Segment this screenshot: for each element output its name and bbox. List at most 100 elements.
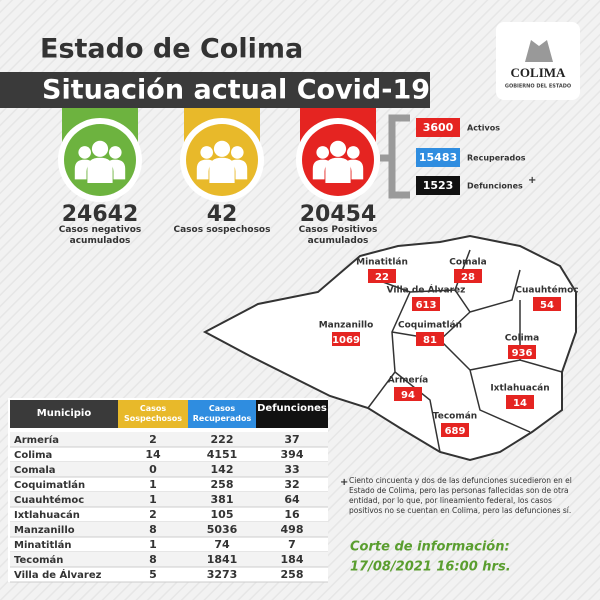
map-value: 936 bbox=[512, 348, 533, 359]
table-row-bg bbox=[10, 492, 328, 507]
table-cell: 184 bbox=[281, 553, 304, 566]
table-cell: 258 bbox=[211, 478, 234, 491]
footnote: Ciento cincuenta y dos de las defuncione… bbox=[349, 476, 572, 515]
map-value: 689 bbox=[445, 426, 466, 437]
breakdown-box bbox=[416, 118, 460, 137]
cutoff-label: Corte de información: bbox=[350, 540, 510, 555]
map-name: Armería bbox=[388, 376, 428, 386]
indicator-label: Casos negativos acumulados bbox=[58, 225, 142, 246]
title: Estado de Colima bbox=[40, 34, 303, 65]
table-cell: 394 bbox=[281, 448, 304, 461]
breakdown-value: 15483 bbox=[419, 151, 457, 164]
cutoff-datetime: 17/08/2021 16:00 hrs. bbox=[350, 560, 511, 575]
subtitle: Situación actual Covid-19 bbox=[42, 75, 430, 106]
table-cell: 1 bbox=[149, 478, 157, 491]
table-cell: 142 bbox=[211, 463, 234, 476]
breakdown-mark: + bbox=[528, 175, 536, 186]
map-value-box bbox=[441, 423, 469, 437]
table-header-cell bbox=[10, 400, 118, 428]
map-value: 54 bbox=[540, 300, 554, 311]
breakdown-value: 1523 bbox=[423, 179, 454, 192]
table-cell: 14 bbox=[145, 448, 161, 461]
map-value-box bbox=[412, 297, 440, 311]
bracket bbox=[380, 114, 410, 199]
map-value-box bbox=[394, 387, 422, 401]
table-cell: 3273 bbox=[207, 568, 238, 581]
map-name: Manzanillo bbox=[319, 321, 374, 331]
map-name: Comala bbox=[449, 258, 486, 268]
table-cell: 8 bbox=[149, 553, 157, 566]
table-cell: 222 bbox=[211, 433, 234, 446]
map-name: Tecomán bbox=[433, 412, 477, 422]
table-cell: 381 bbox=[211, 493, 234, 506]
map-name: Villa de Álvarez bbox=[387, 284, 466, 296]
people-icon bbox=[312, 140, 364, 183]
map-value: 14 bbox=[513, 398, 527, 409]
map-value: 94 bbox=[401, 390, 415, 401]
table-header: Defunciones bbox=[257, 403, 327, 414]
indicator-label: Casos sospechosos bbox=[173, 225, 271, 235]
table-header: Casos Recuperados bbox=[192, 404, 252, 423]
map-value: 28 bbox=[461, 272, 475, 283]
table-cell: 258 bbox=[281, 568, 304, 581]
table-cell: 105 bbox=[211, 508, 234, 521]
map-value-box bbox=[454, 269, 482, 283]
breakdown-value: 3600 bbox=[423, 121, 454, 134]
map-value-box bbox=[332, 332, 360, 346]
table-cell: 33 bbox=[284, 463, 299, 476]
breakdown-box bbox=[416, 176, 460, 195]
map-name: Cuauhtémoc bbox=[515, 285, 578, 296]
title-bar bbox=[0, 72, 430, 108]
table-cell: Minatitlán bbox=[14, 539, 72, 551]
table-row-bg bbox=[10, 522, 328, 537]
indicator-value: 24642 bbox=[62, 202, 139, 227]
map-name: Minatitlán bbox=[356, 258, 408, 268]
table-row-bg bbox=[10, 432, 328, 447]
table-cell: 5 bbox=[149, 568, 157, 581]
table-cell: 5036 bbox=[207, 523, 238, 536]
table-cell: 1841 bbox=[207, 553, 238, 566]
table-cell: 16 bbox=[284, 508, 300, 521]
table-cell: Armería bbox=[14, 434, 59, 446]
table-cell: 498 bbox=[281, 523, 304, 536]
table-header: Municipio bbox=[36, 408, 92, 419]
table-cell: 4151 bbox=[207, 448, 238, 461]
table-cell: 0 bbox=[149, 463, 157, 476]
table-cell: Manzanillo bbox=[14, 525, 75, 536]
map-value-box bbox=[508, 345, 536, 359]
indicator-label: Casos Positivos acumulados bbox=[298, 225, 378, 246]
table-header-cell bbox=[188, 400, 256, 428]
map-name: Ixtlahuacán bbox=[490, 384, 549, 394]
map-value: 1069 bbox=[332, 335, 360, 346]
table-row-bg bbox=[10, 462, 328, 477]
table-cell: Villa de Álvarez bbox=[14, 568, 102, 581]
table-header-cell bbox=[256, 400, 328, 428]
map-value-box bbox=[416, 332, 444, 346]
table-header: Casos Sospechosos bbox=[123, 404, 183, 423]
table-cell: Coquimatlán bbox=[14, 479, 85, 491]
table-cell: 2 bbox=[149, 433, 157, 446]
breakdown-box bbox=[416, 148, 460, 167]
map-value: 613 bbox=[416, 300, 437, 311]
table-cell: 1 bbox=[149, 538, 157, 551]
table-cell: Ixtlahuacán bbox=[14, 509, 80, 521]
footnote-mark: + bbox=[340, 477, 348, 488]
table-cell: 64 bbox=[284, 493, 300, 506]
table-cell: 37 bbox=[284, 433, 299, 446]
map-value-box bbox=[368, 269, 396, 283]
table-header-cell bbox=[118, 400, 188, 428]
table-cell: Tecomán bbox=[14, 554, 63, 566]
map-value-box bbox=[533, 297, 561, 311]
table-cell: Comala bbox=[14, 465, 56, 476]
people-icon bbox=[196, 140, 248, 183]
map-value: 81 bbox=[423, 335, 437, 346]
breakdown-label: Defunciones bbox=[467, 182, 523, 191]
indicator-value: 42 bbox=[207, 202, 238, 227]
table-cell: 7 bbox=[288, 538, 296, 551]
table-cell: 74 bbox=[214, 538, 230, 551]
map-name: Coquimatlán bbox=[398, 321, 462, 331]
table-cell: Colima bbox=[14, 450, 52, 461]
logo-name: COLIMA bbox=[511, 65, 567, 80]
